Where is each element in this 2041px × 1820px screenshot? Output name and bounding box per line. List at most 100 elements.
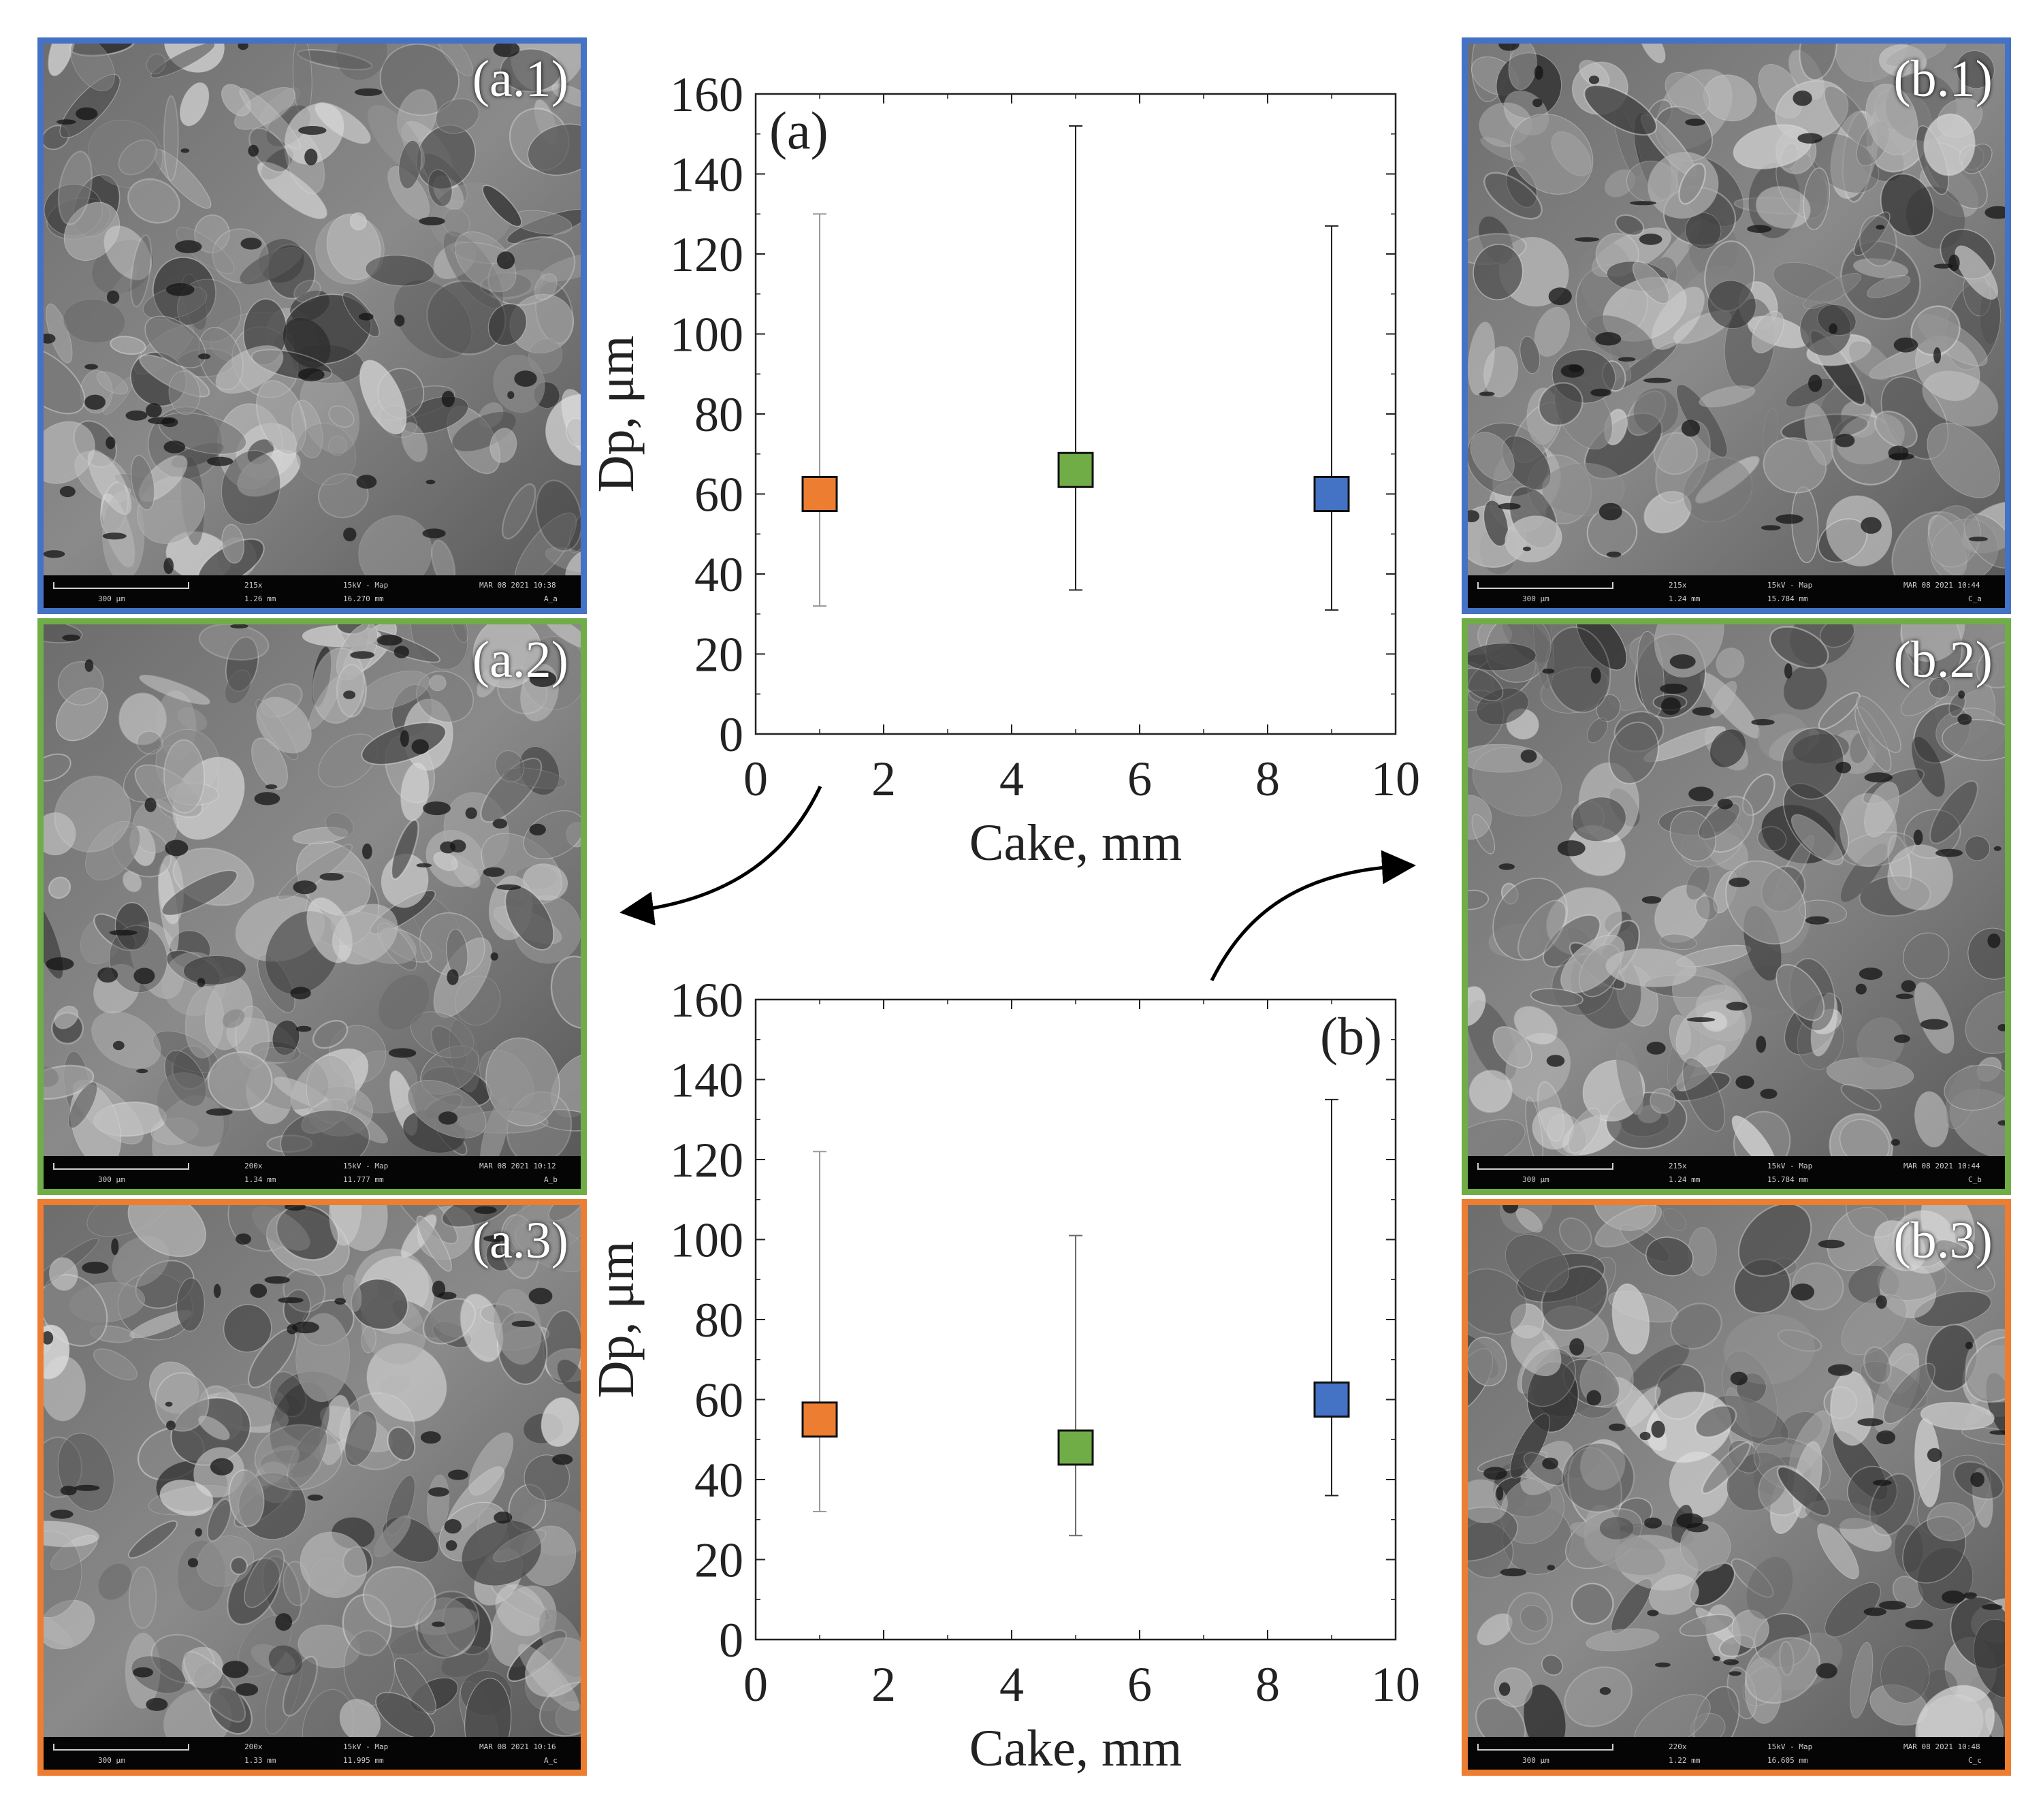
x-tick-label: 10 bbox=[1371, 752, 1420, 806]
wd-label: 16.270 mm bbox=[343, 594, 384, 603]
chart-b-svg: 0 20 40 60 80 100 120 140 160 0 2 4 6 8 10 Cake, mm Dp, … bbox=[588, 973, 1420, 1777]
magnification-label: 215x bbox=[244, 581, 263, 590]
y-tick-label: 120 bbox=[670, 227, 743, 282]
micrograph-a3: (a.3) 300 µm 200x 1.33 mm 15kV - Map 11.995 m… bbox=[37, 1199, 587, 1776]
x-tick-label: 4 bbox=[999, 752, 1024, 806]
scale-bar-label: 300 µm bbox=[98, 594, 125, 603]
micrograph-label: (b.2) bbox=[1893, 631, 1993, 688]
image-id-label: C_a bbox=[1968, 594, 1982, 603]
x-tick-label: 6 bbox=[1127, 752, 1152, 806]
micrograph-b2: (b.2) 300 µm 215x 1.24 mm 15kV - Map 15.784 m… bbox=[1462, 618, 2011, 1195]
scale-bar bbox=[1477, 582, 1613, 589]
wd-label: 16.605 mm bbox=[1767, 1756, 1808, 1765]
x-tick-label: 0 bbox=[743, 752, 768, 806]
micrograph-b3: (b.3) 300 µm 220x 1.22 mm 15kV - Map 16.605 m… bbox=[1462, 1199, 2011, 1776]
scale-bar bbox=[53, 1744, 189, 1751]
mode-label: 15kV - Map bbox=[1767, 581, 1813, 590]
y-tick-label: 100 bbox=[670, 1213, 743, 1268]
date-label: MAR 08 2021 10:48 bbox=[1903, 1742, 1980, 1751]
scale-bar-label: 300 µm bbox=[1522, 1175, 1549, 1184]
micrograph-label: (a.2) bbox=[472, 631, 568, 688]
micrograph-label: (b.3) bbox=[1893, 1212, 1993, 1269]
arrow-to-right-panels bbox=[1210, 850, 1416, 982]
x-tick-label: 8 bbox=[1255, 1657, 1280, 1712]
scale-bar bbox=[53, 582, 189, 589]
date-label: MAR 08 2021 10:44 bbox=[1903, 581, 1980, 590]
micrograph-label: (a.1) bbox=[472, 50, 568, 108]
x-tick-label: 2 bbox=[871, 752, 896, 806]
y-tick-label: 160 bbox=[670, 974, 743, 1027]
y-tick-label: 40 bbox=[694, 547, 743, 602]
magnification-label: 215x bbox=[1669, 581, 1687, 590]
y-tick-label: 140 bbox=[670, 1053, 743, 1108]
y-tick-label: 60 bbox=[694, 1373, 743, 1428]
scale-bar bbox=[1477, 1163, 1613, 1170]
data-point bbox=[1057, 451, 1094, 488]
image-id-label: A_a bbox=[544, 594, 558, 603]
y-tick-label: 60 bbox=[694, 468, 743, 522]
sem-databar: 300 µm 200x 1.33 mm 15kV - Map 11.995 mm MAR … bbox=[44, 1737, 581, 1770]
micrograph-a2: (a.2) 300 µm 200x 1.34 mm 15kV - Map 11.777 m… bbox=[37, 618, 587, 1195]
x-tick-label: 10 bbox=[1371, 1657, 1420, 1712]
hfw-label: 1.22 mm bbox=[1669, 1756, 1701, 1765]
mode-label: 15kV - Map bbox=[343, 1742, 389, 1751]
chart-b: 0 20 40 60 80 100 120 140 160 0 2 4 6 8 10 Cake, mm Dp, … bbox=[585, 973, 1430, 1804]
y-axis-label: Dp, μm bbox=[588, 336, 645, 493]
y-tick-label: 20 bbox=[694, 628, 743, 682]
image-id-label: C_c bbox=[1968, 1756, 1982, 1765]
sem-databar: 300 µm 215x 1.24 mm 15kV - Map 15.784 mm MAR … bbox=[1468, 575, 2005, 608]
chart-a: 0 20 40 60 80 100 120 140 160 0 2 4 6 8 10 Cake, mm Dp, … bbox=[585, 67, 1430, 899]
scale-bar-label: 300 µm bbox=[1522, 1756, 1549, 1765]
image-id-label: A_c bbox=[544, 1756, 558, 1765]
sem-databar: 300 µm 215x 1.26 mm 15kV - Map 16.270 mm MAR … bbox=[44, 575, 581, 608]
date-label: MAR 08 2021 10:12 bbox=[479, 1162, 556, 1170]
x-tick-label: 0 bbox=[743, 1657, 768, 1712]
micrograph-label: (b.1) bbox=[1893, 50, 1993, 108]
mode-label: 15kV - Map bbox=[343, 1162, 389, 1170]
scale-bar-label: 300 µm bbox=[1522, 594, 1549, 603]
magnification-label: 200x bbox=[244, 1742, 263, 1751]
x-tick-label: 2 bbox=[871, 1657, 896, 1712]
y-tick-label: 80 bbox=[694, 387, 743, 442]
image-id-label: C_b bbox=[1968, 1175, 1982, 1184]
y-tick-label: 140 bbox=[670, 148, 743, 202]
arrow-to-left-panels bbox=[620, 785, 822, 926]
date-label: MAR 08 2021 10:44 bbox=[1903, 1162, 1980, 1170]
date-label: MAR 08 2021 10:16 bbox=[479, 1742, 556, 1751]
data-point bbox=[801, 1401, 838, 1438]
x-axis-label: Cake, mm bbox=[969, 814, 1182, 872]
wd-label: 15.784 mm bbox=[1767, 1175, 1808, 1184]
micrograph-a1: (a.1) 300 µm 215x 1.26 mm 15kV - Map 16.270 m… bbox=[37, 37, 587, 614]
x-tick-label: 6 bbox=[1127, 1657, 1152, 1712]
wd-label: 11.777 mm bbox=[343, 1175, 384, 1184]
hfw-label: 1.26 mm bbox=[244, 594, 276, 603]
data-point bbox=[1313, 1382, 1350, 1418]
y-tick-label: 20 bbox=[694, 1533, 743, 1588]
y-tick-label: 160 bbox=[670, 68, 743, 122]
y-tick-label: 0 bbox=[719, 1613, 743, 1667]
data-point bbox=[1057, 1429, 1094, 1466]
y-tick-label: 0 bbox=[719, 707, 743, 762]
scale-bar-label: 300 µm bbox=[98, 1175, 125, 1184]
micrograph-image bbox=[1468, 1205, 2005, 1764]
x-tick-label: 8 bbox=[1255, 752, 1280, 806]
sem-databar: 300 µm 215x 1.24 mm 15kV - Map 15.784 mm MAR … bbox=[1468, 1156, 2005, 1189]
micrograph-image bbox=[44, 624, 581, 1177]
scale-bar bbox=[53, 1163, 189, 1170]
magnification-label: 220x bbox=[1669, 1742, 1687, 1751]
mode-label: 15kV - Map bbox=[1767, 1162, 1813, 1170]
micrograph-image bbox=[44, 44, 581, 590]
x-tick-label: 4 bbox=[999, 1657, 1024, 1712]
scale-bar-label: 300 µm bbox=[98, 1756, 125, 1765]
hfw-label: 1.24 mm bbox=[1669, 594, 1701, 603]
y-tick-label: 80 bbox=[694, 1293, 743, 1347]
hfw-label: 1.24 mm bbox=[1669, 1175, 1701, 1184]
y-tick-label: 100 bbox=[670, 308, 743, 362]
micrograph-b1: (b.1) 300 µm 215x 1.24 mm 15kV - Map 15.784 m… bbox=[1462, 37, 2011, 614]
x-axis-label: Cake, mm bbox=[969, 1720, 1182, 1777]
wd-label: 15.784 mm bbox=[1767, 594, 1808, 603]
hfw-label: 1.34 mm bbox=[244, 1175, 276, 1184]
mode-label: 15kV - Map bbox=[1767, 1742, 1813, 1751]
micrograph-image bbox=[1468, 44, 2005, 594]
chart-panel-label: (a) bbox=[769, 101, 829, 160]
